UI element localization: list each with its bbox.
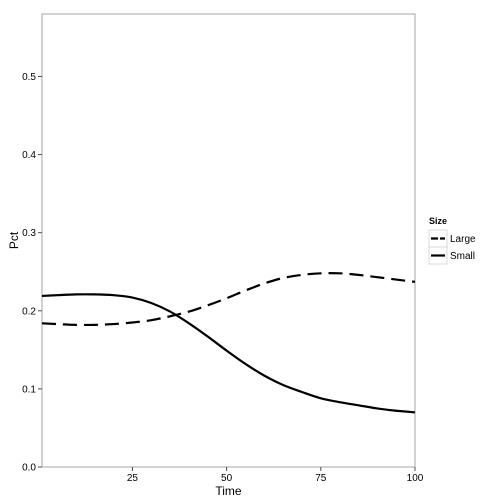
x-tick-label: 25 (127, 473, 139, 484)
x-axis-title: Time (215, 484, 242, 498)
legend-title: Size (429, 216, 447, 226)
y-axis-title: Pct (7, 231, 21, 249)
legend-label-large: Large (450, 234, 476, 245)
y-tick-label: 0.1 (22, 384, 36, 395)
x-tick-label: 100 (407, 473, 424, 484)
plot-area (41, 13, 416, 468)
legend-label-small: Small (450, 251, 475, 262)
legend: Size Large Small (428, 216, 476, 265)
y-tick-label: 0.2 (22, 306, 36, 317)
y-tick-label: 0.0 (22, 463, 36, 474)
series-layer (41, 272, 416, 414)
y-tick-label: 0.4 (22, 150, 36, 161)
series-line-large (41, 272, 416, 327)
axes: 0.0 0.1 0.2 0.3 0.4 0.5 25 50 75 100 (22, 72, 424, 484)
plot-panel (41, 13, 416, 468)
x-tick-label: 50 (221, 473, 233, 484)
x-tick-label: 75 (315, 473, 327, 484)
y-tick-label: 0.5 (22, 72, 36, 83)
y-tick-label: 0.3 (22, 228, 36, 239)
series-line-small (41, 293, 416, 414)
